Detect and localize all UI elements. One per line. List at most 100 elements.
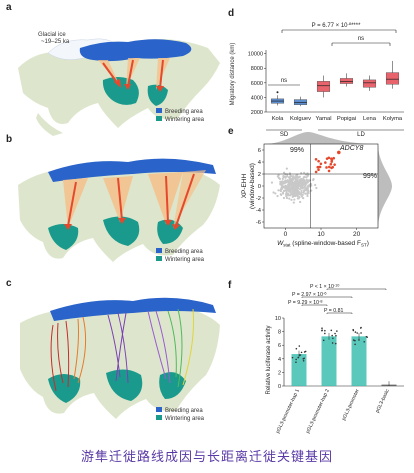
chart-e-highlight-point: [327, 169, 331, 173]
chart-e-point: [289, 193, 293, 196]
svg-text:Wstat (spline-window-based FST: Wstat (spline-window-based FST): [277, 240, 369, 248]
legend-breeding-c: Breeding area: [165, 408, 203, 414]
chart-e-ytick-label: 0: [258, 184, 261, 190]
chart-e-point: [302, 191, 305, 194]
chart-e-xtick-label: 10: [317, 231, 325, 238]
chart-e-pct-right: 99%: [363, 173, 377, 180]
chart-e-point: [288, 179, 292, 182]
chart-e-point: [279, 180, 282, 184]
chart-f-point: [300, 351, 303, 354]
legend-breeding-a: Breeding area: [165, 109, 203, 115]
chart-f-ytick-label: 2: [278, 370, 281, 376]
wintering-area-shape: [102, 77, 139, 105]
chart-f-point: [324, 332, 326, 335]
chart-f-point: [330, 329, 333, 332]
chart-f-point: [334, 332, 336, 335]
chart-f-point: [352, 328, 355, 331]
chart-f-point: [334, 342, 337, 345]
chart-e-highlight-point: [325, 157, 329, 160]
chart-f-p2: P = 2.97 × 10: [292, 292, 323, 298]
chart-e-xlabel-end: ): [367, 240, 369, 247]
chart-d-box-kolyma: [385, 72, 400, 85]
panel-b-letter: b: [6, 134, 13, 145]
chart-e-ytick-label: -4: [256, 208, 262, 214]
chart-f-point: [354, 331, 357, 333]
chart-e-ytick-label: 2: [258, 172, 261, 178]
chart-e-point: [276, 194, 279, 198]
chart-d-box-popigai: [339, 78, 354, 84]
chart-e-highlight-point: [325, 166, 328, 169]
chart-f-p4: P = 0.81: [324, 308, 343, 314]
chart-e-point: [285, 195, 288, 198]
chart-d-boxplot: Migratory distance (km) P = 6.77 × 10-8*…: [230, 21, 404, 138]
panel-d-letter: d: [228, 8, 235, 19]
chart-e-point: [303, 188, 306, 192]
chart-f-p1-exp: -10: [334, 284, 340, 288]
chart-d-group-ld: LD: [357, 132, 365, 138]
chart-e-highlight-point: [330, 158, 334, 162]
chart-f-ytick-label: 6: [278, 343, 281, 349]
chart-f-point: [354, 339, 356, 342]
chart-e-point: [284, 176, 287, 179]
chart-e-point: [307, 191, 310, 195]
chart-f-point: [297, 356, 300, 359]
chart-d-ytick-label: 2000: [251, 110, 263, 116]
chart-f-point: [324, 329, 326, 332]
chart-e-ylabel-1: XP-EHH: [241, 173, 248, 198]
chart-e-point: [306, 174, 309, 178]
chart-e-point: [270, 181, 274, 184]
chart-f-point: [295, 361, 297, 363]
panel-e-letter: e: [228, 126, 234, 137]
chart-f-ytick-label: 10: [275, 316, 281, 322]
svg-text:P < 1 × 10-10: P < 1 × 10-10: [310, 284, 339, 291]
chart-d-group-sd: SD: [280, 132, 289, 138]
chart-e-point: [286, 175, 289, 178]
chart-e-point: [302, 197, 305, 200]
legend-wintering-a: Wintering area: [165, 117, 205, 123]
chart-e-point: [292, 201, 295, 204]
chart-e-point: [300, 195, 304, 198]
chart-e-xlabel-mid: (spline-window-based F: [291, 240, 361, 247]
map-panel-c: Breeding area Wintering area: [20, 297, 220, 422]
chart-e-point: [304, 184, 307, 187]
chart-e-point: [285, 196, 289, 200]
chart-e-highlight-point: [327, 165, 331, 169]
chart-e-ytick-label: 4: [258, 160, 262, 166]
chart-d-box-lena: [362, 79, 377, 88]
chart-e-point: [300, 184, 303, 187]
chart-f-point: [303, 357, 305, 360]
chart-f-point: [358, 339, 360, 341]
chart-e-point: [299, 192, 303, 196]
chart-d-xtick-label: Popigai: [337, 116, 356, 122]
chart-f-point: [332, 337, 334, 340]
chart-e-scatter: XP-EHH (window-based) -6 -4 -2 0 2 4 6 0 10 20 99…: [241, 132, 392, 248]
chart-f-point: [354, 343, 356, 346]
chart-e-point: [294, 185, 297, 188]
chart-e-highlight-point: [316, 165, 320, 169]
chart-e-point: [274, 192, 277, 195]
chart-f-point: [352, 339, 355, 341]
chart-e-highlight-point: [317, 159, 320, 163]
chart-e-point: [302, 176, 305, 179]
chart-e-point: [305, 189, 308, 192]
chart-e-point: [298, 179, 302, 182]
chart-e-point: [295, 179, 298, 182]
chart-d-xtick-label: Kola: [272, 116, 284, 122]
chart-f-point: [331, 342, 334, 344]
chart-e-point: [294, 176, 297, 179]
chart-e-xtick-label: 0: [284, 231, 288, 238]
chart-e-point: [283, 181, 286, 185]
chart-e-point: [279, 188, 282, 191]
chart-e-point: [279, 193, 282, 196]
chart-d-xtick-label: Lena: [363, 116, 377, 122]
chart-e-point: [302, 178, 305, 182]
chart-e-point: [293, 198, 296, 201]
chart-e-point: [291, 192, 295, 195]
chart-e-point: [288, 197, 291, 200]
glacial-ice-label: Glacial ice: [38, 32, 66, 38]
chart-e-point: [312, 178, 315, 181]
chart-e-point: [314, 183, 317, 187]
chart-e-point: [307, 190, 310, 193]
chart-e-ylabel-2: (window-based): [249, 163, 256, 209]
chart-e-point: [285, 180, 288, 183]
